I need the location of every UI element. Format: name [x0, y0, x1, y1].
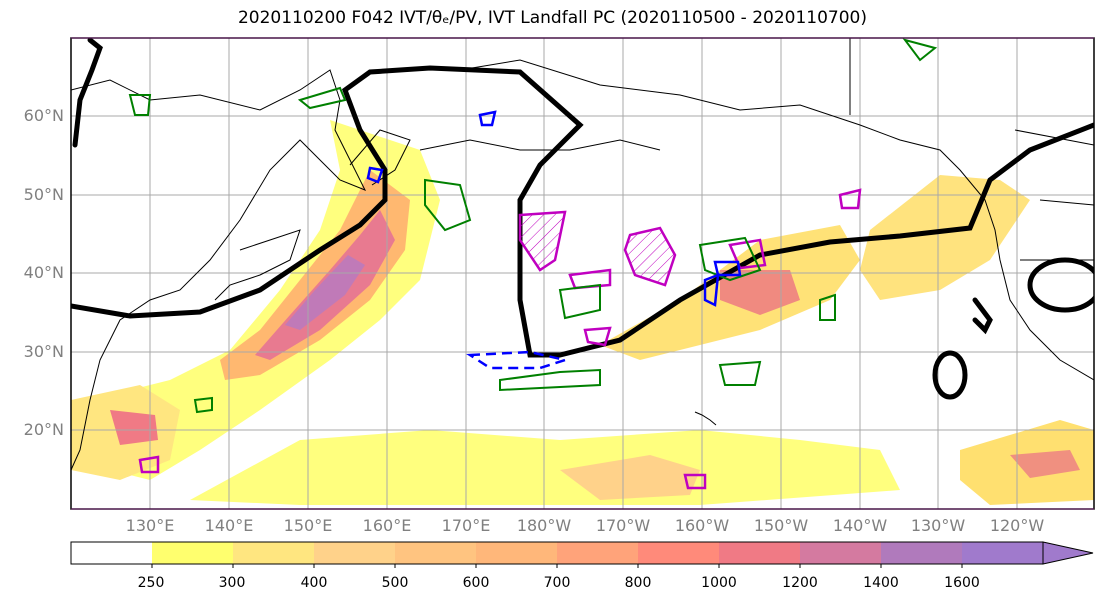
colorbar	[71, 542, 1093, 568]
colorbar-label-1000: 1000	[689, 575, 749, 591]
colorbar-segment	[638, 542, 719, 564]
colorbar-segment	[962, 542, 1043, 564]
colorbar-extend-arrow	[1043, 542, 1093, 564]
lat-label-50: 50°N	[10, 185, 64, 204]
lon-label-140w: 140°W	[815, 516, 905, 535]
colorbar-label-800: 800	[608, 575, 668, 591]
lon-label-160e: 160°E	[342, 516, 432, 535]
colorbar-label-1200: 1200	[770, 575, 830, 591]
lat-label-40: 40°N	[10, 263, 64, 282]
lon-label-130e: 130°E	[105, 516, 195, 535]
colorbar-segment	[476, 542, 557, 564]
colorbar-segment	[233, 542, 314, 564]
colorbar-label-600: 600	[446, 575, 506, 591]
colorbar-label-400: 400	[284, 575, 344, 591]
colorbar-segment	[71, 542, 152, 564]
lon-label-180w: 180°W	[499, 516, 589, 535]
colorbar-segment	[881, 542, 962, 564]
colorbar-segment	[719, 542, 800, 564]
colorbar-label-300: 300	[202, 575, 262, 591]
lon-label-160w: 160°W	[657, 516, 747, 535]
lat-label-20: 20°N	[10, 420, 64, 439]
colorbar-segment	[557, 542, 638, 564]
colorbar-label-700: 700	[527, 575, 587, 591]
colorbar-segment	[800, 542, 881, 564]
colorbar-segment	[314, 542, 395, 564]
lon-label-150e: 150°E	[263, 516, 353, 535]
lon-label-130w: 130°W	[893, 516, 983, 535]
colorbar-label-1400: 1400	[851, 575, 911, 591]
colorbar-label-500: 500	[365, 575, 425, 591]
lon-label-120w: 120°W	[972, 516, 1062, 535]
lon-label-170w: 170°W	[578, 516, 668, 535]
colorbar-label-250: 250	[121, 575, 181, 591]
lon-label-140e: 140°E	[184, 516, 274, 535]
lon-label-150w: 150°W	[736, 516, 826, 535]
lat-label-60: 60°N	[10, 106, 64, 125]
colorbar-label-1600: 1600	[932, 575, 992, 591]
lat-label-30: 30°N	[10, 342, 64, 361]
colorbar-segment	[395, 542, 476, 564]
colorbar-segment	[152, 542, 233, 564]
lon-label-170e: 170°E	[421, 516, 511, 535]
